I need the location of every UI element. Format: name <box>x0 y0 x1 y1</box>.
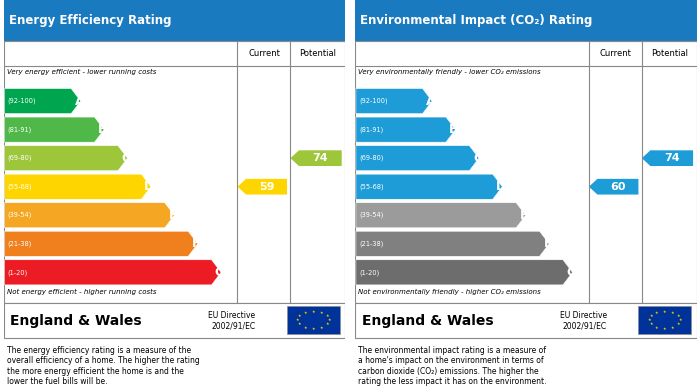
Text: ★: ★ <box>298 314 302 318</box>
Text: ★: ★ <box>326 323 329 326</box>
Polygon shape <box>356 145 479 171</box>
Text: 59: 59 <box>259 182 274 192</box>
Text: E: E <box>520 209 528 222</box>
Polygon shape <box>4 88 80 114</box>
Text: (1-20): (1-20) <box>359 269 379 276</box>
Text: G: G <box>566 266 576 279</box>
Text: ★: ★ <box>677 314 680 318</box>
Polygon shape <box>4 231 197 256</box>
Text: ★: ★ <box>312 326 315 331</box>
Text: ★: ★ <box>677 323 680 326</box>
Bar <box>355 41 696 303</box>
Bar <box>4 41 345 303</box>
Text: Potential: Potential <box>651 49 687 58</box>
Text: A: A <box>426 95 435 108</box>
Bar <box>638 306 692 334</box>
Text: The energy efficiency rating is a measure of the
overall efficiency of a home. T: The energy efficiency rating is a measur… <box>7 346 199 386</box>
Text: C: C <box>122 152 131 165</box>
Text: (55-68): (55-68) <box>8 183 32 190</box>
Text: Energy Efficiency Rating: Energy Efficiency Rating <box>8 14 171 27</box>
Polygon shape <box>4 145 127 171</box>
Text: 60: 60 <box>610 182 626 192</box>
Polygon shape <box>356 231 549 256</box>
Text: E: E <box>169 209 177 222</box>
Text: (92-100): (92-100) <box>8 98 36 104</box>
Text: (21-38): (21-38) <box>359 240 384 247</box>
Text: (1-20): (1-20) <box>8 269 28 276</box>
Polygon shape <box>4 260 221 285</box>
Text: ★: ★ <box>655 326 659 330</box>
Text: England & Wales: England & Wales <box>362 314 494 328</box>
Text: Very energy efficient - lower running costs: Very energy efficient - lower running co… <box>7 68 156 75</box>
Polygon shape <box>237 179 287 195</box>
Text: (39-54): (39-54) <box>359 212 384 219</box>
Polygon shape <box>290 150 342 166</box>
Text: B: B <box>449 123 459 136</box>
Text: 74: 74 <box>664 153 680 163</box>
Text: Not energy efficient - higher running costs: Not energy efficient - higher running co… <box>7 289 156 295</box>
Text: (39-54): (39-54) <box>8 212 32 219</box>
Polygon shape <box>642 150 693 166</box>
Text: (55-68): (55-68) <box>359 183 384 190</box>
Text: Potential: Potential <box>300 49 336 58</box>
Text: ★: ★ <box>304 326 307 330</box>
Text: Very environmentally friendly - lower CO₂ emissions: Very environmentally friendly - lower CO… <box>358 68 541 75</box>
Polygon shape <box>356 203 526 228</box>
Text: F: F <box>543 237 552 250</box>
Text: 74: 74 <box>312 153 328 163</box>
Text: C: C <box>473 152 482 165</box>
Text: ★: ★ <box>320 311 323 315</box>
Text: (81-91): (81-91) <box>8 126 32 133</box>
Text: EU Directive
2002/91/EC: EU Directive 2002/91/EC <box>560 311 607 330</box>
Text: ★: ★ <box>648 318 651 322</box>
Text: G: G <box>215 266 225 279</box>
Text: F: F <box>192 237 200 250</box>
Text: D: D <box>144 180 155 193</box>
Bar <box>355 303 696 338</box>
Text: (69-80): (69-80) <box>8 155 32 161</box>
Text: ★: ★ <box>298 323 302 326</box>
Text: ★: ★ <box>320 326 323 330</box>
Polygon shape <box>4 203 174 228</box>
Text: EU Directive
2002/91/EC: EU Directive 2002/91/EC <box>209 311 256 330</box>
Polygon shape <box>356 260 573 285</box>
Polygon shape <box>4 174 151 199</box>
Polygon shape <box>356 117 456 142</box>
Polygon shape <box>356 88 432 114</box>
Bar <box>355 0 696 41</box>
Text: ★: ★ <box>663 310 666 314</box>
Text: A: A <box>74 95 84 108</box>
Text: ★: ★ <box>650 314 653 318</box>
Text: Current: Current <box>599 49 631 58</box>
Bar <box>287 306 340 334</box>
Text: ★: ★ <box>671 326 675 330</box>
Text: ★: ★ <box>312 310 315 314</box>
Text: ★: ★ <box>326 314 329 318</box>
Text: ★: ★ <box>328 318 331 322</box>
Polygon shape <box>4 117 104 142</box>
Text: (21-38): (21-38) <box>8 240 32 247</box>
Bar <box>4 0 345 41</box>
Text: Not environmentally friendly - higher CO₂ emissions: Not environmentally friendly - higher CO… <box>358 289 541 295</box>
Text: ★: ★ <box>304 311 307 315</box>
Text: (92-100): (92-100) <box>359 98 388 104</box>
Text: ★: ★ <box>679 318 682 322</box>
Text: The environmental impact rating is a measure of
a home's impact on the environme: The environmental impact rating is a mea… <box>358 346 547 386</box>
Polygon shape <box>356 174 503 199</box>
Text: ★: ★ <box>671 311 675 315</box>
Text: (69-80): (69-80) <box>359 155 384 161</box>
Text: ★: ★ <box>655 311 659 315</box>
Text: England & Wales: England & Wales <box>10 314 142 328</box>
Text: ★: ★ <box>296 318 300 322</box>
Text: B: B <box>98 123 107 136</box>
Text: (81-91): (81-91) <box>359 126 383 133</box>
Text: ★: ★ <box>663 326 666 331</box>
Text: ★: ★ <box>650 323 653 326</box>
Text: D: D <box>496 180 506 193</box>
Polygon shape <box>589 179 638 195</box>
Bar <box>4 303 345 338</box>
Text: Environmental Impact (CO₂) Rating: Environmental Impact (CO₂) Rating <box>360 14 592 27</box>
Text: Current: Current <box>248 49 280 58</box>
